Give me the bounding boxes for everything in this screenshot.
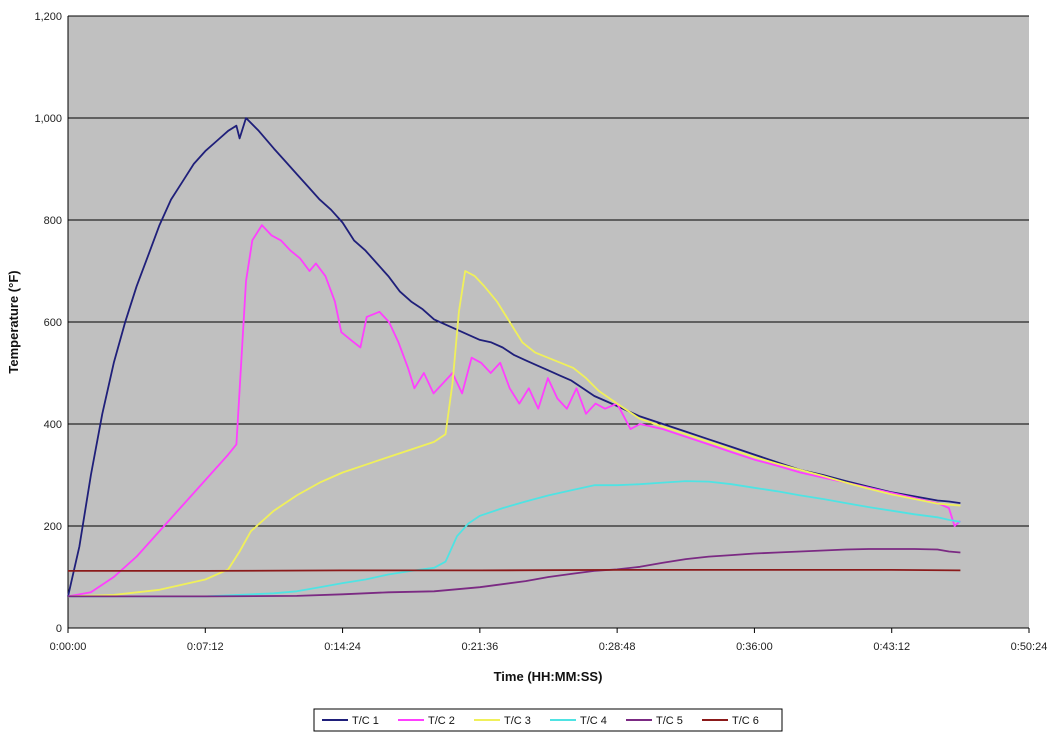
y-axis-ticks: 0 200 400 600 800 1,000 1,200 [34, 11, 62, 635]
x-axis-ticks: 0:00:00 0:07:12 0:14:24 0:21:36 0:28:48 0:36:… [50, 628, 1048, 653]
x-tick-label: 0:36:00 [736, 641, 773, 653]
series-line-1 [67, 117, 961, 597]
x-tick-label: 0:28:48 [599, 641, 636, 653]
y-tick-label: 400 [44, 419, 62, 431]
x-tick-label: 0:07:12 [187, 641, 224, 653]
series-line-4 [68, 480, 961, 598]
y-tick-label: 1,200 [34, 11, 62, 23]
legend-label: T/C 4 [580, 715, 607, 727]
y-tick-label: 800 [44, 215, 62, 227]
legend-label: T/C 6 [732, 715, 759, 727]
x-tick-label: 0:50:24 [1011, 641, 1048, 653]
series-line-5 [68, 548, 961, 598]
x-tick-label: 0:00:00 [50, 641, 87, 653]
legend-label: T/C 5 [656, 715, 683, 727]
legend-box [313, 708, 783, 732]
legend-label: T/C 3 [504, 715, 531, 727]
y-tick-label: 600 [44, 317, 62, 329]
series-line-6 [68, 569, 961, 572]
series-line-2 [67, 224, 961, 598]
legend: T/C 1 T/C 2 T/C 3 T/C 4 T/C 5 T/C 6 [313, 708, 783, 732]
y-axis-title: Temperature (°F) [6, 270, 21, 373]
x-tick-label: 0:14:24 [324, 641, 361, 653]
legend-label: T/C 1 [352, 715, 379, 727]
y-tick-label: 1,000 [34, 113, 62, 125]
legend-label: T/C 2 [428, 715, 455, 727]
x-tick-label: 0:21:36 [462, 641, 499, 653]
x-tick-label: 0:43:12 [873, 641, 910, 653]
y-tick-label: 200 [44, 521, 62, 533]
series-lines [67, 117, 961, 598]
gridlines [67, 15, 1029, 629]
x-axis-title: Time (HH:MM:SS) [494, 669, 603, 684]
series-line-3 [67, 270, 961, 598]
y-tick-label: 0 [56, 623, 62, 635]
